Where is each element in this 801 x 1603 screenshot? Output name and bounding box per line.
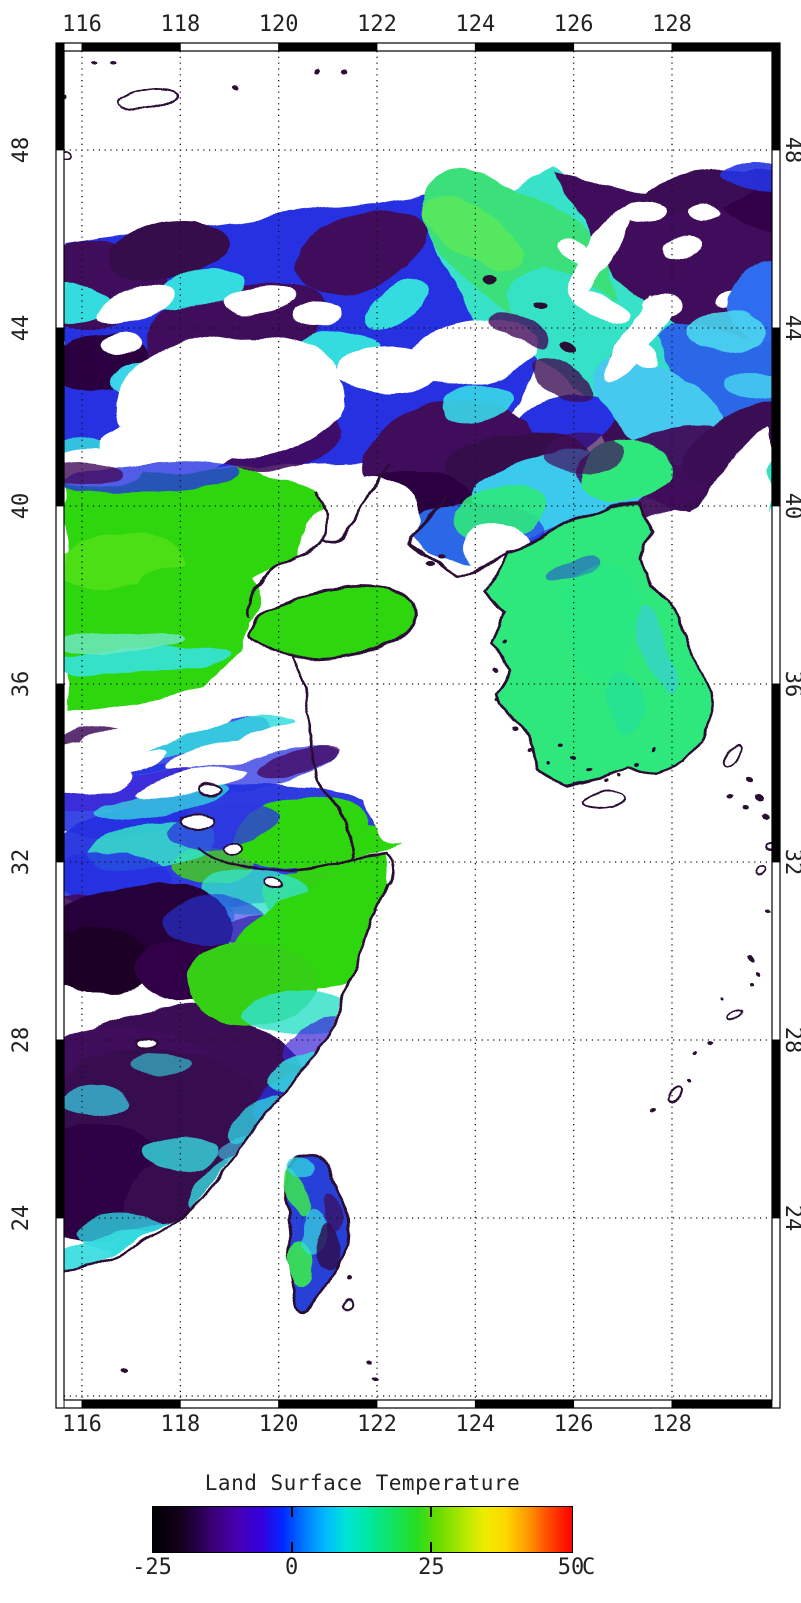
lon-tick-label-bottom: 116 xyxy=(62,1412,102,1437)
temperature-raster xyxy=(64,51,772,1398)
lat-tick-label-left: 36 xyxy=(9,670,34,698)
colorbar-tick-mark xyxy=(290,1507,293,1517)
lat-tick-label-right: 28 xyxy=(780,1026,801,1054)
lat-tick-label-left: 32 xyxy=(9,848,34,876)
lon-tick-label-bottom: 118 xyxy=(160,1412,201,1437)
lon-tick-label-bottom: 124 xyxy=(455,1412,496,1437)
colorbar-tick-label: -25 xyxy=(132,1555,172,1580)
colorbar-title: Land Surface Temperature xyxy=(204,1471,521,1495)
map-frame-border xyxy=(55,42,781,1409)
lon-tick-label-top: 116 xyxy=(62,12,102,37)
lon-tick-label-top: 126 xyxy=(553,12,594,37)
colorbar-tick-mark xyxy=(430,1542,433,1552)
lon-tick-label-bottom: 122 xyxy=(357,1412,397,1437)
colorbar-tick-label: 25 xyxy=(418,1555,445,1580)
lat-tick-label-left: 28 xyxy=(9,1026,34,1054)
lon-tick-label-bottom: 128 xyxy=(652,1412,692,1437)
lon-tick-label-top: 118 xyxy=(160,12,201,37)
colorbar-tick-label: 0 xyxy=(285,1555,299,1580)
lon-tick-label-bottom: 126 xyxy=(553,1412,594,1437)
lat-tick-label-right: 40 xyxy=(780,492,801,520)
lon-tick-label-top: 124 xyxy=(455,12,496,37)
lat-tick-label-right: 36 xyxy=(780,670,801,698)
lat-tick-label-left: 40 xyxy=(9,492,34,520)
lat-tick-label-left: 48 xyxy=(9,136,34,164)
lon-tick-label-top: 120 xyxy=(258,12,299,37)
lon-tick-label-top: 128 xyxy=(652,12,692,37)
colorbar-tick-mark xyxy=(290,1542,293,1552)
colorbar-unit: C xyxy=(582,1555,596,1580)
lon-tick-label-top: 122 xyxy=(357,12,397,37)
lat-tick-label-right: 48 xyxy=(780,136,801,164)
lat-tick-label-left: 24 xyxy=(9,1204,34,1232)
colorbar-tick-mark xyxy=(430,1507,433,1517)
lat-tick-label-right: 24 xyxy=(780,1204,801,1232)
lat-tick-label-right: 32 xyxy=(780,848,801,876)
lon-tick-label-bottom: 120 xyxy=(258,1412,299,1437)
colorbar-tick-label: 50 xyxy=(557,1555,585,1580)
graticule-gridlines xyxy=(64,51,772,1400)
colorbar-gradient xyxy=(152,1506,573,1553)
lat-tick-label-left: 44 xyxy=(9,314,34,342)
lat-tick-label-right: 44 xyxy=(780,314,801,342)
